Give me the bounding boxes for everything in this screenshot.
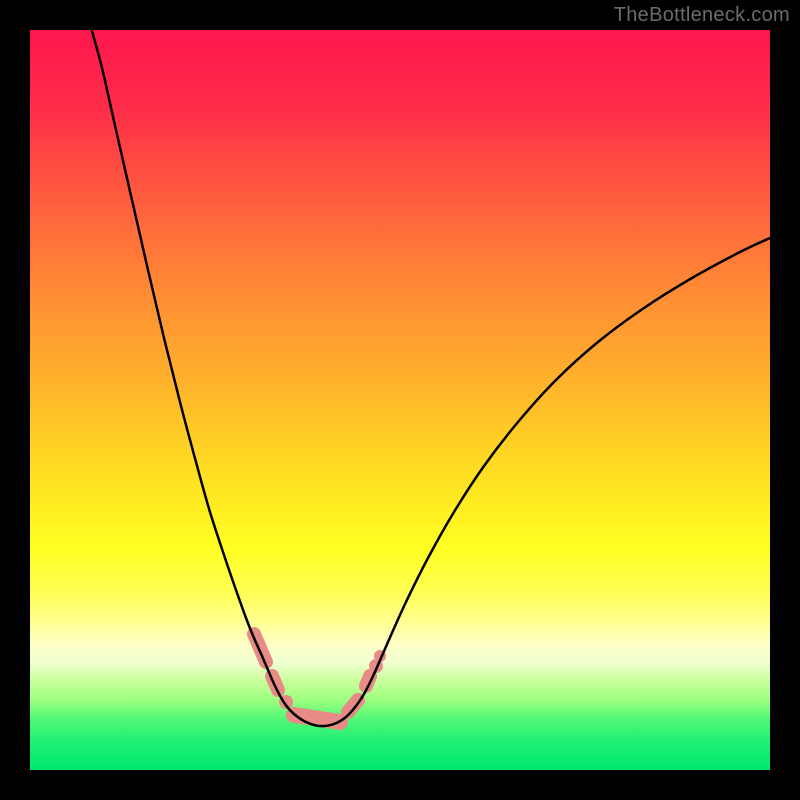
bottleneck-curve: [90, 30, 770, 726]
curve-layer: [30, 30, 770, 770]
watermark-text: TheBottleneck.com: [614, 4, 790, 27]
plot-area: [30, 30, 770, 770]
chart-container: TheBottleneck.com: [0, 0, 800, 800]
marker-capsule: [254, 634, 266, 662]
marker-group: [254, 634, 386, 722]
